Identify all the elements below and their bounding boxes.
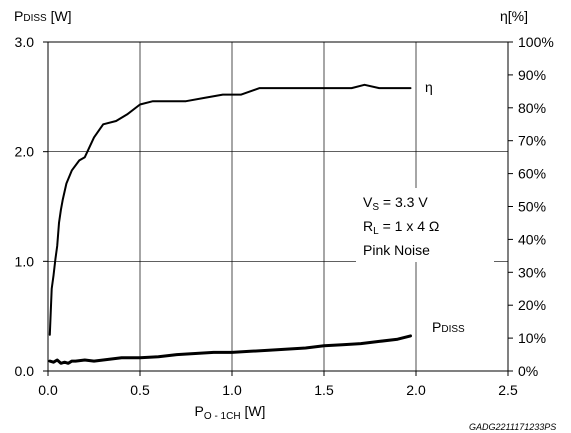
y-right-tick-label: 40%	[518, 231, 546, 247]
y-right-tick-label: 70%	[518, 133, 546, 149]
figure-code: GADG2211171233PS	[469, 422, 556, 432]
y-left-tick-label: 3.0	[15, 34, 35, 50]
y-right-tick-label: 90%	[518, 67, 546, 83]
y-right-tick-label: 80%	[518, 100, 546, 116]
annotation-background	[356, 188, 494, 262]
annotation-box	[356, 188, 494, 262]
eta-curve-label: η	[425, 79, 433, 95]
y-right-tick-label: 60%	[518, 166, 546, 182]
y-right-tick-labels: 0% 10% 20% 30% 40% 50% 60% 70% 80% 90% 100%	[518, 34, 554, 379]
y-right-tick-label: 30%	[518, 264, 546, 280]
annotation-vs: VS = 3.3 V	[363, 194, 428, 213]
pdiss-curve-label: PDISS	[432, 319, 465, 335]
x-tick-label: 1.5	[314, 382, 334, 398]
efficiency-line	[48, 83, 412, 336]
plot-frame	[47, 41, 509, 372]
y-left-axis-title: PDISS [W]	[14, 8, 72, 24]
series-layer	[48, 83, 412, 365]
x-tick-label: 0.5	[130, 382, 150, 398]
y-right-tick-label: 100%	[518, 34, 554, 50]
x-tick-labels: 0.0 0.5 1.0 1.5 2.0 2.5	[38, 382, 518, 398]
y-right-tick-label: 50%	[518, 199, 546, 215]
y-right-tick-label: 20%	[518, 297, 546, 313]
y-right-axis-title: η[%]	[500, 8, 528, 24]
annotation-noise: Pink Noise	[363, 242, 430, 258]
annotation-rl: RL = 1 x 4 Ω	[363, 218, 439, 237]
y-left-tick-label: 2.0	[15, 144, 35, 160]
grid	[43, 41, 513, 376]
x-tick-label: 2.0	[406, 382, 426, 398]
x-tick-label: 0.0	[38, 382, 58, 398]
y-left-tick-label: 0.0	[15, 363, 35, 379]
x-tick-label: 2.5	[498, 382, 518, 398]
y-left-tick-label: 1.0	[15, 253, 35, 269]
x-tick-label: 1.0	[222, 382, 242, 398]
y-right-tick-label: 0%	[518, 363, 538, 379]
y-left-tick-labels: 0.0 1.0 2.0 3.0	[15, 34, 35, 379]
pdiss-line	[48, 334, 412, 365]
x-axis-title: PO - 1CH [W]	[195, 403, 266, 422]
y-right-tick-label: 10%	[518, 330, 546, 346]
